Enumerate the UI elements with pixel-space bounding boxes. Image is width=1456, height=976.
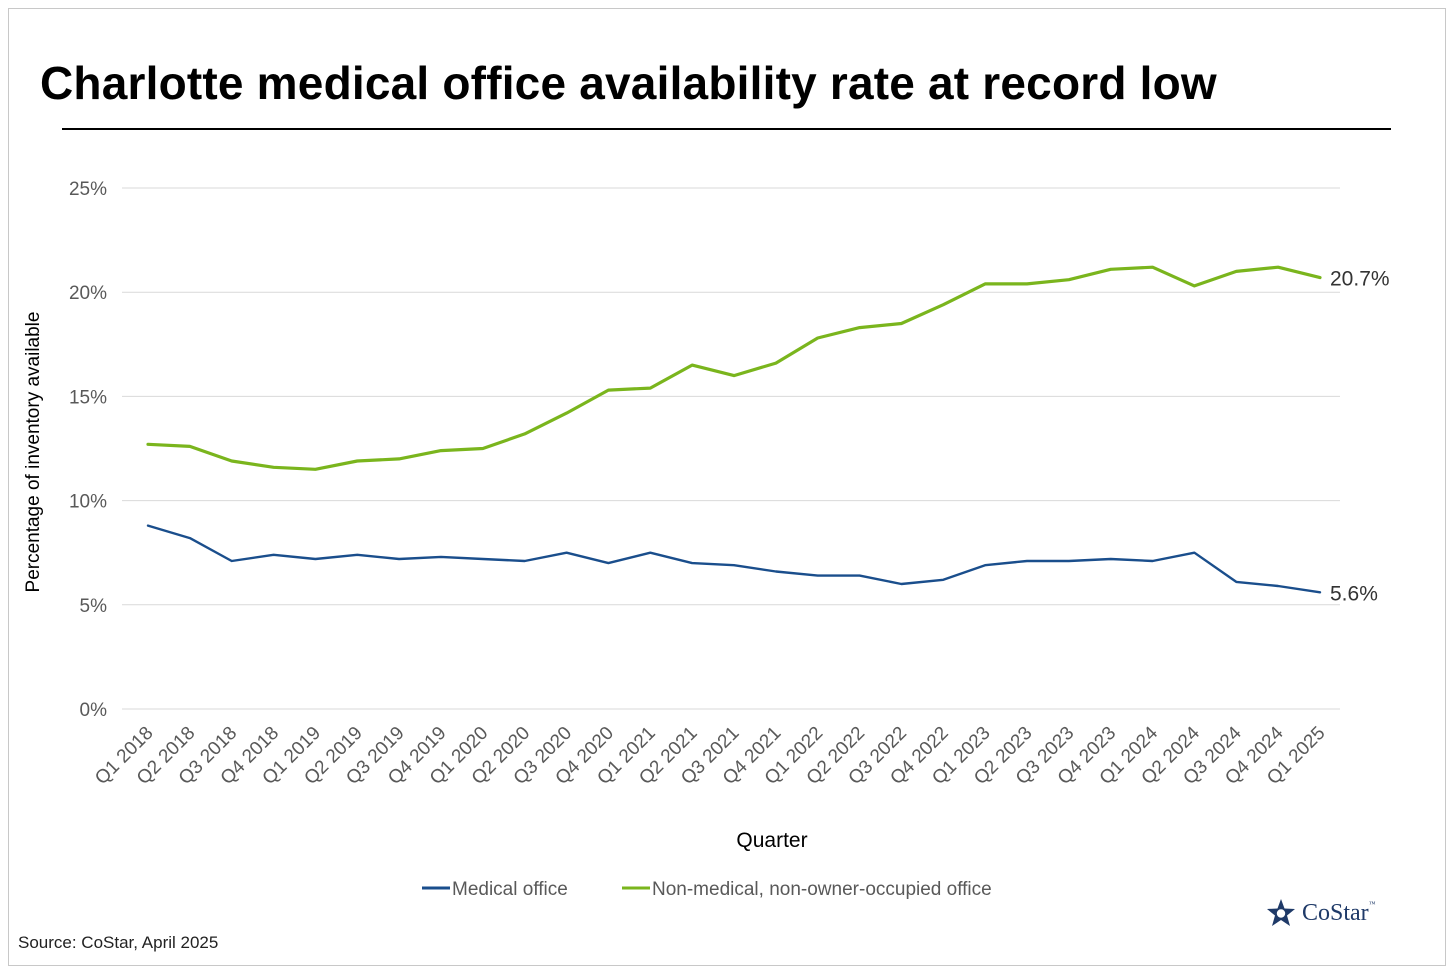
legend-label: Non-medical, non-owner-occupied office bbox=[652, 879, 992, 900]
y-tick-label: 25% bbox=[69, 179, 107, 200]
end-value-label: 20.7% bbox=[1330, 268, 1390, 291]
y-tick-label: 10% bbox=[69, 492, 107, 513]
legend-label: Medical office bbox=[452, 879, 568, 900]
y-axis-label: Percentage of inventory available bbox=[23, 312, 44, 593]
end-value-label: 5.6% bbox=[1330, 582, 1378, 605]
chart-frame bbox=[8, 8, 1446, 966]
y-tick-label: 5% bbox=[80, 596, 108, 617]
y-tick-label: 0% bbox=[80, 700, 108, 721]
chart-title: Charlotte medical office availability ra… bbox=[40, 57, 1217, 109]
series-line-medical-office bbox=[146, 524, 1322, 594]
y-tick-label: 20% bbox=[69, 283, 107, 304]
source-note: Source: CoStar, April 2025 bbox=[18, 933, 219, 952]
costar-logo: CoStar™ bbox=[1266, 898, 1376, 928]
costar-star-icon bbox=[1267, 899, 1295, 926]
x-axis-label: Quarter bbox=[736, 829, 807, 852]
y-tick-label: 15% bbox=[69, 387, 107, 408]
logo-text: CoStar™ bbox=[1302, 899, 1376, 926]
title-rule bbox=[62, 128, 1391, 130]
series-line-non-medical-office bbox=[146, 265, 1322, 471]
